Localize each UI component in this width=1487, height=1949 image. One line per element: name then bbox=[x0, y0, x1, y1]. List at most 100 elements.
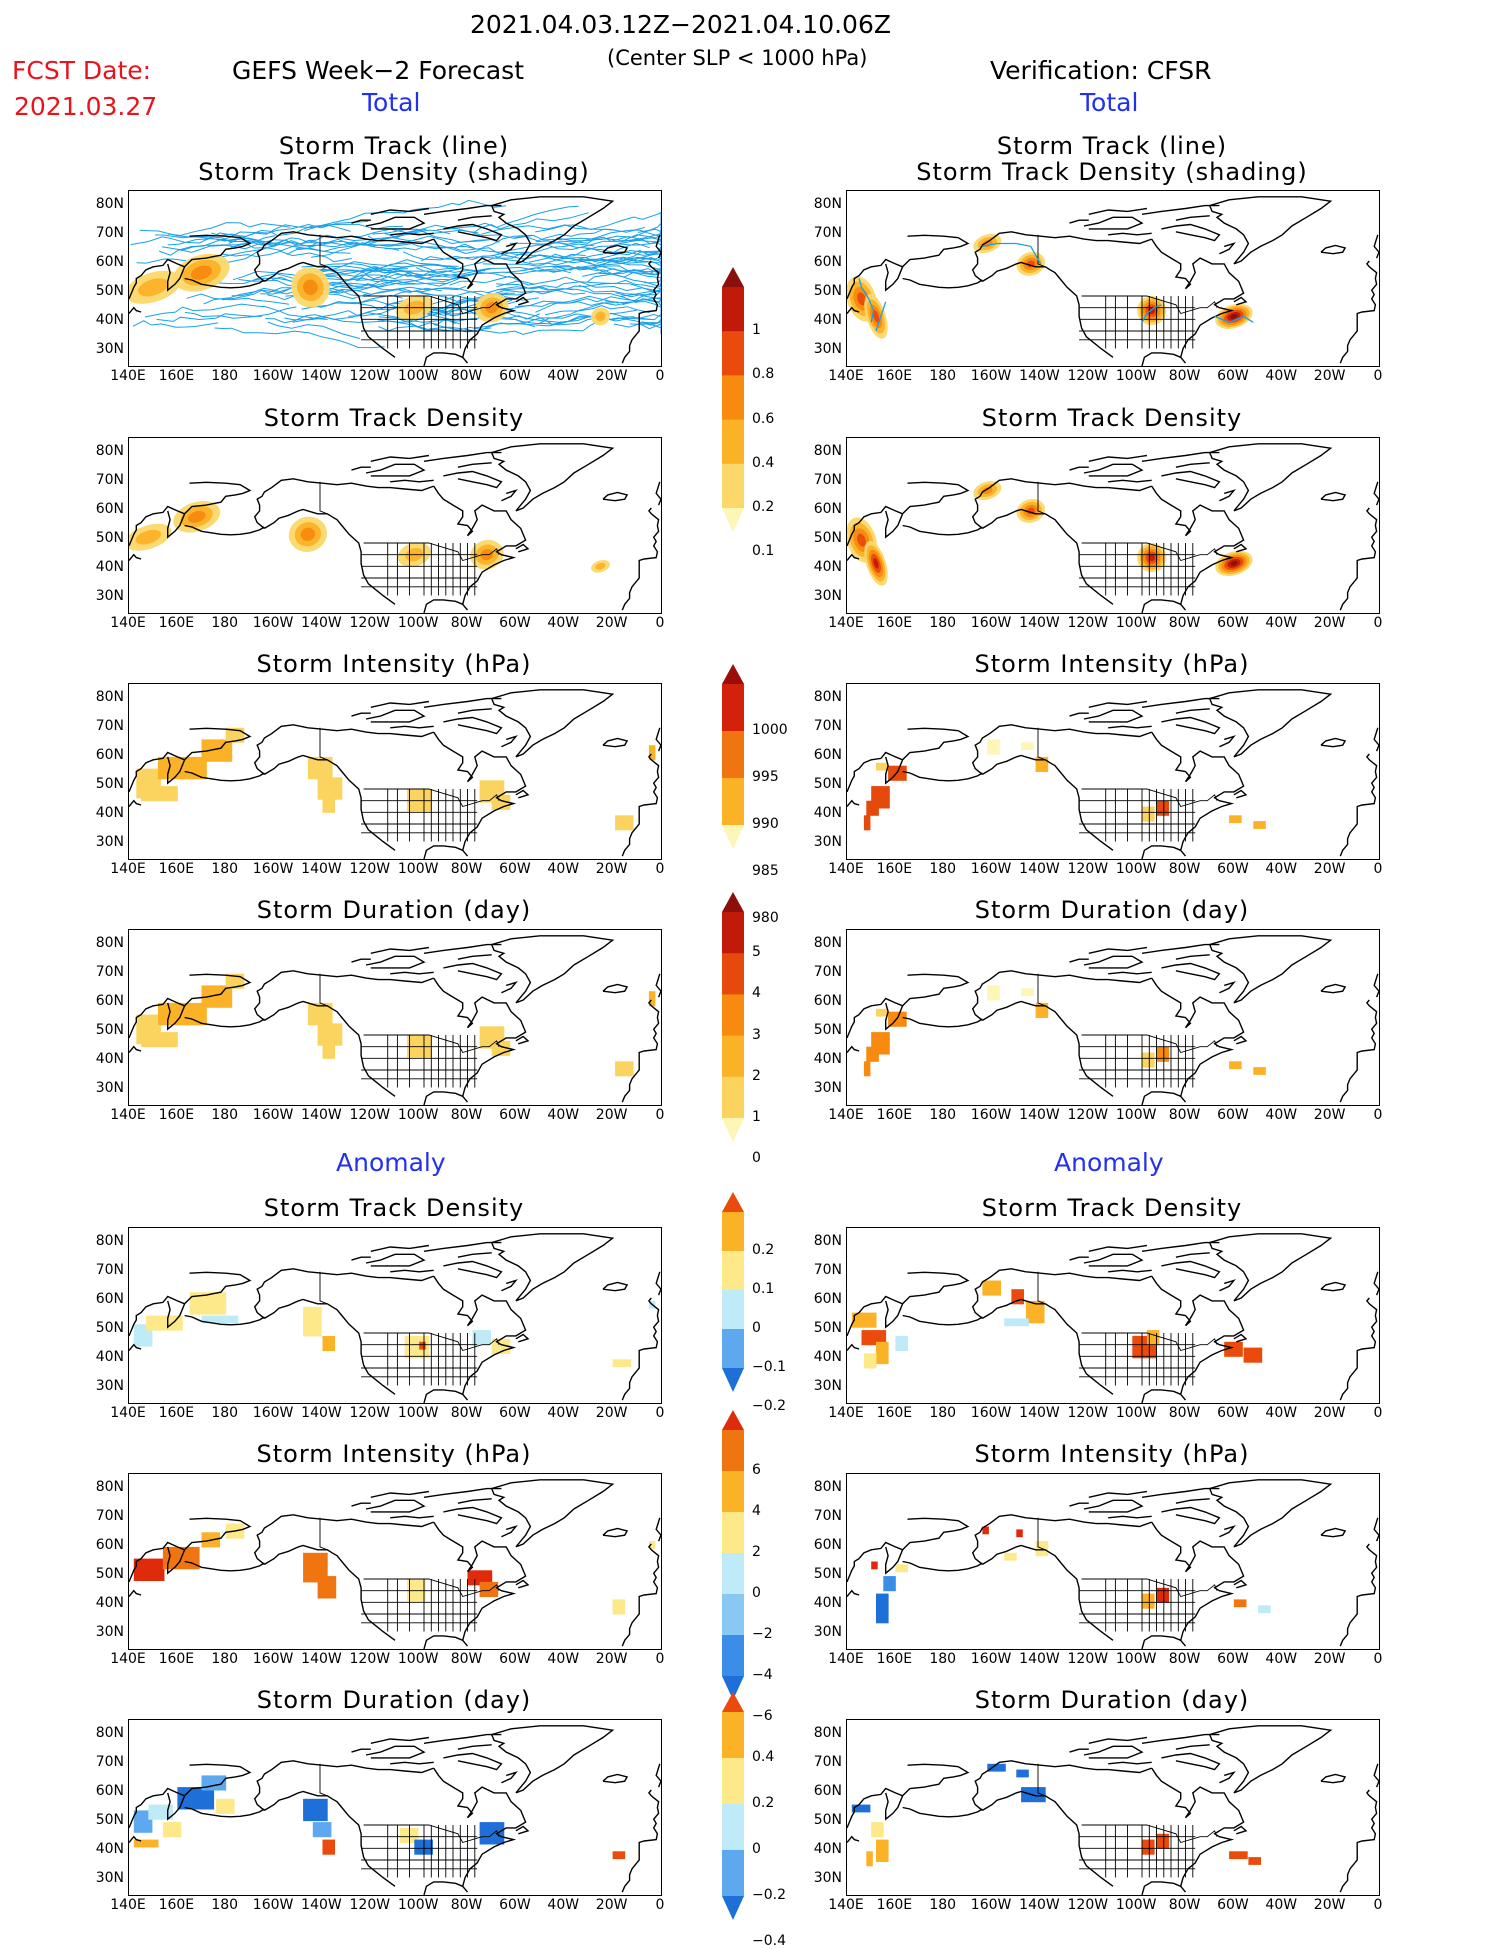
grid-cell bbox=[404, 1350, 412, 1359]
right-column-title: Verification: CFSR bbox=[990, 56, 1212, 85]
grid-cell bbox=[328, 1846, 335, 1855]
lon-tick-label: 180 bbox=[929, 861, 957, 877]
grid-cell bbox=[615, 822, 622, 831]
coastline bbox=[1233, 789, 1248, 799]
coastline bbox=[1208, 196, 1333, 265]
grid-cell bbox=[472, 1330, 479, 1338]
lon-tick-label: 160W bbox=[252, 1107, 294, 1123]
grid-cell bbox=[168, 1822, 176, 1830]
coastline bbox=[636, 1297, 660, 1372]
storm-track-line bbox=[456, 229, 661, 253]
grid-cell bbox=[194, 1002, 201, 1011]
lat-tick-label: 80N bbox=[813, 195, 842, 212]
grid-cell bbox=[181, 1554, 188, 1562]
grid-cell bbox=[407, 789, 414, 797]
storm-track-line bbox=[161, 239, 286, 253]
colorbar-arrow-bottom bbox=[722, 1676, 744, 1700]
grid-cell bbox=[225, 727, 233, 736]
grid-cell bbox=[503, 794, 511, 803]
storm-track-line bbox=[481, 224, 646, 235]
lat-tick-label: 80N bbox=[95, 442, 124, 459]
grid-cell bbox=[231, 1315, 239, 1324]
lon-tick-label: 0 bbox=[1373, 368, 1383, 384]
grid-cell bbox=[303, 1560, 310, 1568]
grid-cell bbox=[315, 1798, 322, 1807]
grid-cell bbox=[883, 1583, 890, 1592]
grid-cell bbox=[219, 754, 227, 762]
grid-cell bbox=[164, 756, 171, 765]
grid-cell bbox=[866, 800, 873, 809]
grid-cell bbox=[225, 754, 233, 762]
lat-tick-label: 40N bbox=[95, 1349, 124, 1366]
grid-cell bbox=[895, 1343, 902, 1351]
coastline bbox=[370, 207, 430, 215]
grid-cell bbox=[176, 1002, 183, 1011]
grid-cell bbox=[321, 1806, 328, 1814]
title-density-left: Storm Track Density bbox=[263, 404, 525, 432]
coastline bbox=[1373, 973, 1379, 998]
grid-cell bbox=[882, 1008, 889, 1017]
coastline bbox=[184, 277, 265, 289]
lat-tick-label: 50N bbox=[813, 530, 842, 547]
grid-cell bbox=[627, 1061, 634, 1070]
lon-tick-label: 160E bbox=[158, 1651, 195, 1667]
grid-cell bbox=[159, 786, 166, 794]
map-canvas bbox=[129, 196, 661, 366]
storm-track-line bbox=[515, 295, 619, 307]
lon-tick-label: 80W bbox=[1168, 1651, 1201, 1667]
border-line bbox=[1037, 481, 1046, 515]
coastline bbox=[1208, 935, 1333, 1004]
grid-cell bbox=[1142, 1600, 1149, 1609]
grid-cell bbox=[170, 756, 177, 765]
grid-cell bbox=[467, 1570, 474, 1579]
grid-cell bbox=[133, 1825, 141, 1833]
colorbar-label: −0.4 bbox=[752, 1933, 786, 1949]
coastline bbox=[370, 1244, 430, 1252]
lon-tick-label: 160W bbox=[970, 861, 1012, 877]
grid-cell bbox=[1255, 1347, 1263, 1356]
coastline bbox=[423, 599, 463, 613]
coastline bbox=[423, 1881, 463, 1895]
coastline bbox=[423, 1389, 463, 1403]
lon-tick-label: 160W bbox=[970, 368, 1012, 384]
grid-cell bbox=[317, 784, 325, 793]
grid-cell bbox=[322, 797, 329, 806]
grid-cell bbox=[335, 1030, 343, 1039]
coastline bbox=[1373, 481, 1379, 506]
colorbar-label: 0 bbox=[752, 1841, 761, 1857]
grid-cell bbox=[872, 1054, 879, 1062]
coastline bbox=[370, 1736, 430, 1744]
grid-cell bbox=[877, 1829, 884, 1838]
map-density-anom-right bbox=[846, 1227, 1380, 1404]
coastline bbox=[515, 543, 530, 553]
coastline bbox=[1069, 1256, 1089, 1261]
grid-cell bbox=[153, 1032, 160, 1040]
grid-cell bbox=[153, 1039, 160, 1048]
coastline bbox=[621, 1370, 638, 1401]
grid-cell bbox=[1253, 821, 1260, 829]
grid-cell bbox=[329, 1030, 337, 1039]
coastline bbox=[1083, 216, 1144, 230]
grid-cell bbox=[165, 1039, 172, 1048]
lon-tick-label: 160W bbox=[970, 615, 1012, 631]
grid-cell bbox=[876, 1615, 883, 1624]
storm-track-line bbox=[384, 205, 579, 238]
grid-cell bbox=[615, 815, 622, 824]
lat-tick-label: 40N bbox=[95, 1841, 124, 1858]
grid-cell bbox=[485, 1829, 493, 1838]
lon-tick-label: 140E bbox=[110, 615, 146, 631]
lon-tick-label: 80W bbox=[1168, 368, 1201, 384]
storm-track-line bbox=[433, 321, 599, 335]
lon-tick-label: 160E bbox=[876, 368, 913, 384]
grid-cell bbox=[201, 1292, 208, 1300]
storm-track-line bbox=[507, 316, 654, 326]
grid-cell bbox=[329, 1037, 337, 1046]
grid-cell bbox=[213, 1292, 221, 1300]
coastline bbox=[264, 508, 396, 605]
grid-cell bbox=[225, 985, 233, 994]
coastline bbox=[365, 216, 426, 230]
grid-cell bbox=[200, 1010, 207, 1018]
grid-cell bbox=[399, 1827, 407, 1836]
grid-cell bbox=[174, 1829, 182, 1838]
coastline bbox=[847, 1045, 860, 1053]
